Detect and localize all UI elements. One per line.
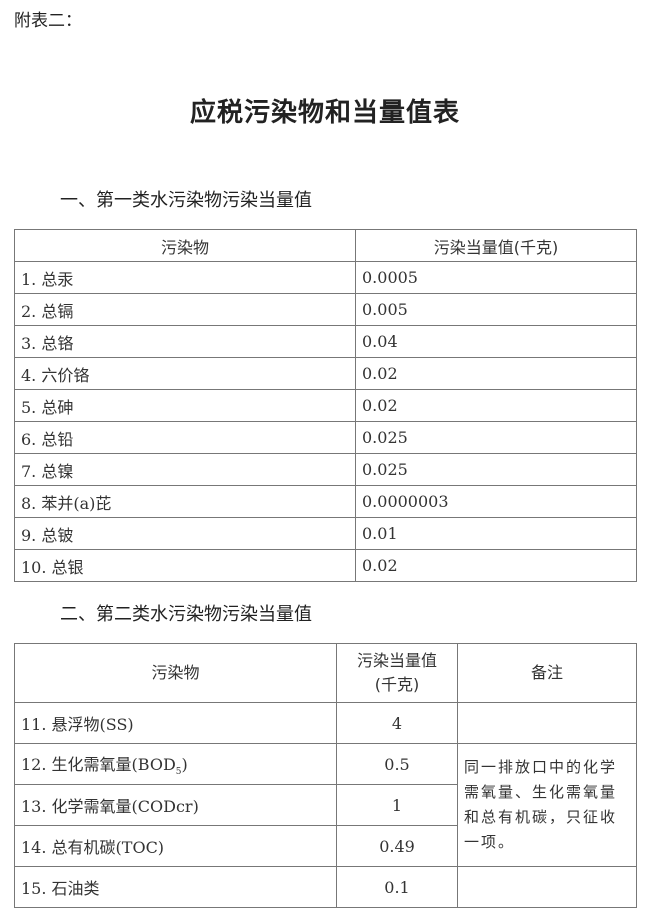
header-pollutant: 污染物 xyxy=(14,229,356,262)
equivalent-value: 0.04 xyxy=(355,325,637,358)
table-row: 3. 总铬 0.04 xyxy=(14,325,637,358)
pollutant-name: 5. 总砷 xyxy=(14,389,356,422)
pollutant-name: 12. 生化需氧量(BOD5) xyxy=(14,743,337,785)
section2-heading: 二、第二类水污染物污染当量值 xyxy=(60,604,312,625)
table-row: 10. 总银 0.02 xyxy=(14,549,637,582)
pollutant-name: 3. 总铬 xyxy=(14,325,356,358)
table-row: 2. 总镉 0.005 xyxy=(14,293,637,326)
pollutant-name-text: 12. 生化需氧量(BOD xyxy=(21,754,176,774)
pollutant-name-text: 15. 石油类 xyxy=(21,879,100,898)
table-header-row: 污染物 污染当量值(千克) xyxy=(14,229,637,262)
pollutant-name: 11. 悬浮物(SS) xyxy=(14,702,337,744)
section1-heading: 一、第一类水污染物污染当量值 xyxy=(60,190,312,211)
table-header-row: 污染物 污染当量值 (千克) 备注 xyxy=(14,643,637,703)
equivalent-value: 0.02 xyxy=(355,389,637,422)
equivalent-value: 0.025 xyxy=(355,453,637,486)
pollutant-name: 8. 苯并(a)芘 xyxy=(14,485,356,518)
equivalent-value: 0.5 xyxy=(336,743,458,785)
pollutant-name: 14. 总有机碳(TOC) xyxy=(14,825,337,867)
pollutant-name: 1. 总汞 xyxy=(14,261,356,294)
equivalent-value: 0.1 xyxy=(336,866,458,908)
pollutant-name-text: 14. 总有机碳(TOC) xyxy=(21,838,165,857)
page-title: 应税污染物和当量值表 xyxy=(189,98,460,128)
equivalent-value: 0.0005 xyxy=(355,261,637,294)
header-equivalent-value: 污染当量值 (千克) xyxy=(336,643,458,703)
header-pollutant: 污染物 xyxy=(14,643,337,703)
pollutant-name: 2. 总镉 xyxy=(14,293,356,326)
equivalent-value: 4 xyxy=(336,702,458,744)
table-row: 13. 化学需氧量(CODcr) 1 xyxy=(14,784,637,826)
table-row: 5. 总砷 0.02 xyxy=(14,389,637,422)
table-row: 11. 悬浮物(SS) 4 xyxy=(14,702,637,744)
pollutant-name-text: 11. 悬浮物(SS) xyxy=(21,715,134,734)
table-row: 9. 总铍 0.01 xyxy=(14,517,637,550)
table-row: 14. 总有机碳(TOC) 0.49 xyxy=(14,825,637,867)
pollutant-name-text: 13. 化学需氧量(CODcr) xyxy=(21,797,199,816)
remark-empty xyxy=(457,702,637,744)
pollutant-name: 6. 总铅 xyxy=(14,421,356,454)
equivalent-value: 0.005 xyxy=(355,293,637,326)
class2-pollutant-table: 污染物 污染当量值 (千克) 备注 11. 悬浮物(SS) 4 12. 生化需氧量(B… xyxy=(14,643,637,908)
header-equivalent-value: 污染当量值(千克) xyxy=(355,229,637,262)
pollutant-name: 9. 总铍 xyxy=(14,517,356,550)
equivalent-value: 1 xyxy=(336,784,458,826)
remark-note: 同一排放口中的化学需氧量、生化需氧量和总有机碳，只征收一项。 xyxy=(457,743,637,867)
header-line1: 污染当量值 xyxy=(356,651,437,670)
header-line2: (千克) xyxy=(374,675,420,694)
equivalent-value: 0.01 xyxy=(355,517,637,550)
class1-pollutant-table: 污染物 污染当量值(千克) 1. 总汞 0.0005 2. 总镉 0.005 3. 总铬… xyxy=(14,229,637,582)
remark-empty xyxy=(457,866,637,908)
pollutant-name: 15. 石油类 xyxy=(14,866,337,908)
table-row: 8. 苯并(a)芘 0.0000003 xyxy=(14,485,637,518)
annex-label: 附表二： xyxy=(14,11,82,31)
table-row: 15. 石油类 0.1 xyxy=(14,866,637,908)
equivalent-value: 0.02 xyxy=(355,549,637,582)
subscript: 5 xyxy=(175,767,182,778)
header-remarks: 备注 xyxy=(457,643,637,703)
equivalent-value: 0.49 xyxy=(336,825,458,867)
pollutant-name-suffix: ) xyxy=(181,754,188,774)
pollutant-name: 13. 化学需氧量(CODcr) xyxy=(14,784,337,826)
equivalent-value: 0.025 xyxy=(355,421,637,454)
pollutant-name: 4. 六价铬 xyxy=(14,357,356,390)
table-row: 12. 生化需氧量(BOD5) 0.5 同一排放口中的化学需氧量、生化需氧量和总有机… xyxy=(14,743,637,867)
table-row: 7. 总镍 0.025 xyxy=(14,453,637,486)
table-row: 1. 总汞 0.0005 xyxy=(14,261,637,294)
equivalent-value: 0.0000003 xyxy=(355,485,637,518)
pollutant-name: 7. 总镍 xyxy=(14,453,356,486)
table-row: 6. 总铅 0.025 xyxy=(14,421,637,454)
pollutant-name: 10. 总银 xyxy=(14,549,356,582)
table-row: 4. 六价铬 0.02 xyxy=(14,357,637,390)
equivalent-value: 0.02 xyxy=(355,357,637,390)
